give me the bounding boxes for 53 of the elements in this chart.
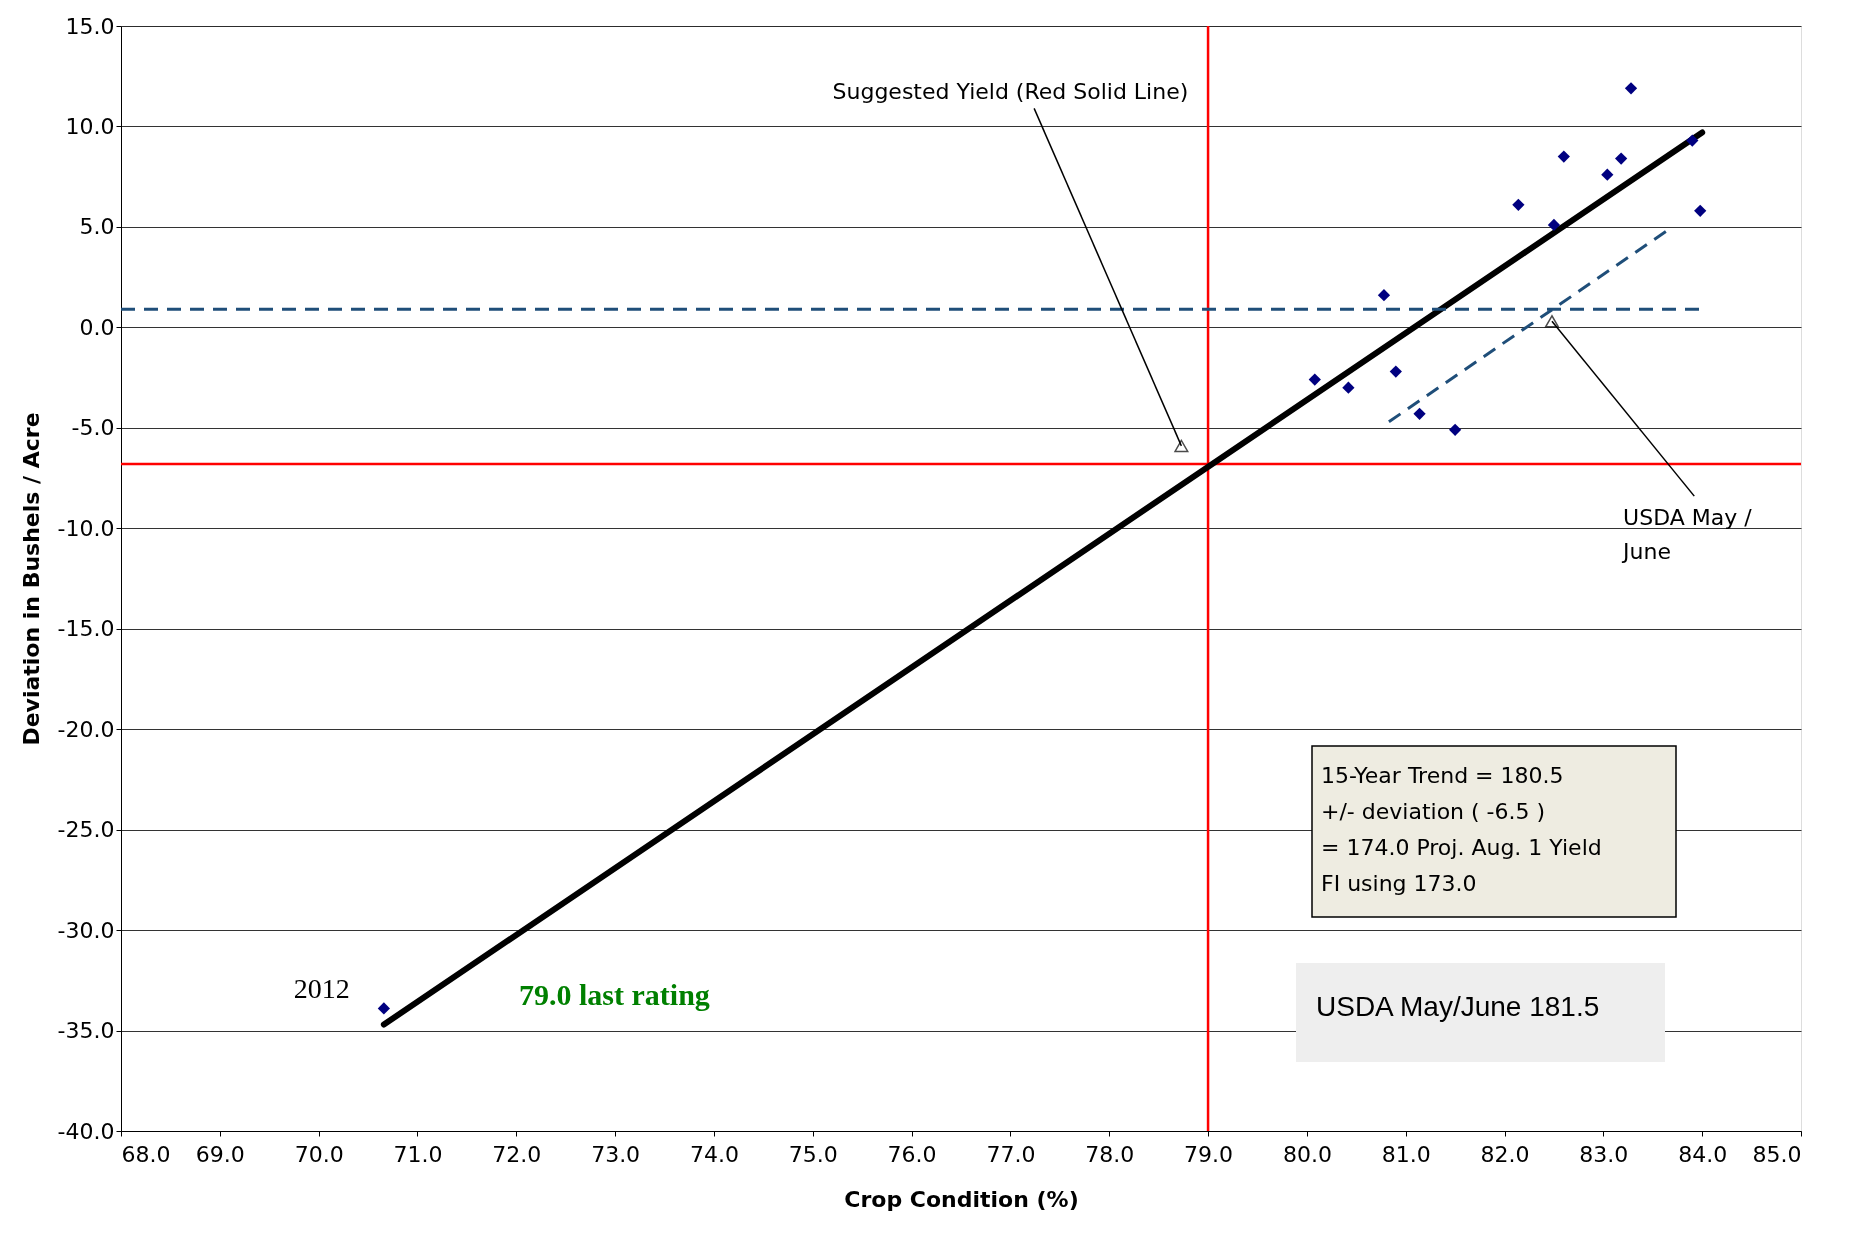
y-tick-label: -5.0 [71, 415, 115, 441]
y-axis-title: Deviation in Bushels / Acre [18, 412, 44, 746]
x-tick-label: 70.0 [294, 1141, 344, 1167]
y-tick-label: -25.0 [57, 817, 115, 843]
x-tick-label: 82.0 [1480, 1141, 1530, 1167]
x-tick-label: 72.0 [492, 1141, 542, 1167]
annotation: USDA May / June [1621, 505, 1753, 565]
y-tick-label: 15.0 [65, 13, 115, 39]
y-tick-label: -15.0 [57, 616, 115, 642]
y-tick-label: -35.0 [57, 1018, 115, 1044]
y-tick-label: 0.0 [79, 314, 115, 340]
x-tick-label: 81.0 [1381, 1141, 1431, 1167]
point [1694, 204, 1707, 217]
point [1377, 289, 1391, 302]
x-tick-label: 71.0 [393, 1141, 443, 1167]
annotation: 2012 [293, 973, 350, 1005]
point [1624, 82, 1638, 95]
x-tick-label: 80.0 [1282, 1141, 1332, 1167]
point [1601, 168, 1614, 181]
annotation: USDA May/June 181.5 [1316, 991, 1600, 1022]
x-tick-label: 73.0 [591, 1141, 641, 1167]
x-tick-label: 78.0 [1085, 1141, 1135, 1167]
x-tick-label: 79.0 [1184, 1141, 1234, 1167]
x-tick-label: 77.0 [986, 1141, 1036, 1167]
point [1547, 218, 1561, 232]
y-tick-label: 5.0 [79, 214, 115, 240]
point [1615, 152, 1628, 165]
point [1342, 381, 1355, 394]
x-tick-label: 69.0 [195, 1141, 245, 1167]
x-tick-label: 74.0 [689, 1141, 739, 1167]
x-tick-label: 84.0 [1678, 1141, 1728, 1167]
annotation: 15-Year Trend = 180.5 +/- deviation ( -6.5 ) = 174.0 Proj. Aug. 1 Yield FI using 173.0 [1321, 763, 1602, 896]
y-tick-label: -40.0 [57, 1118, 115, 1144]
y-tick-label: 10.0 [65, 113, 115, 139]
point [1389, 365, 1402, 378]
point [1512, 198, 1525, 211]
point [1557, 150, 1570, 163]
point [1448, 423, 1462, 436]
x-tick-label: 83.0 [1579, 1141, 1629, 1167]
annotation: 79.0 last rating [519, 978, 710, 1011]
point [1686, 134, 1699, 147]
x-tick-label: 76.0 [887, 1141, 937, 1167]
point [1413, 407, 1426, 420]
y-tick-label: -10.0 [57, 515, 115, 541]
y-tick-label: -30.0 [57, 917, 115, 943]
x-axis-title: Crop Condition (%) [844, 1186, 1079, 1212]
x-tick-label: 85.0 [1752, 1141, 1802, 1167]
x-tick-label: 75.0 [788, 1141, 838, 1167]
point [1308, 373, 1321, 386]
point [377, 1002, 390, 1015]
y-tick-label: -20.0 [57, 716, 115, 742]
x-tick-label: 68.0 [121, 1141, 171, 1167]
annotation: Suggested Yield (Red Solid Line) [832, 79, 1189, 105]
